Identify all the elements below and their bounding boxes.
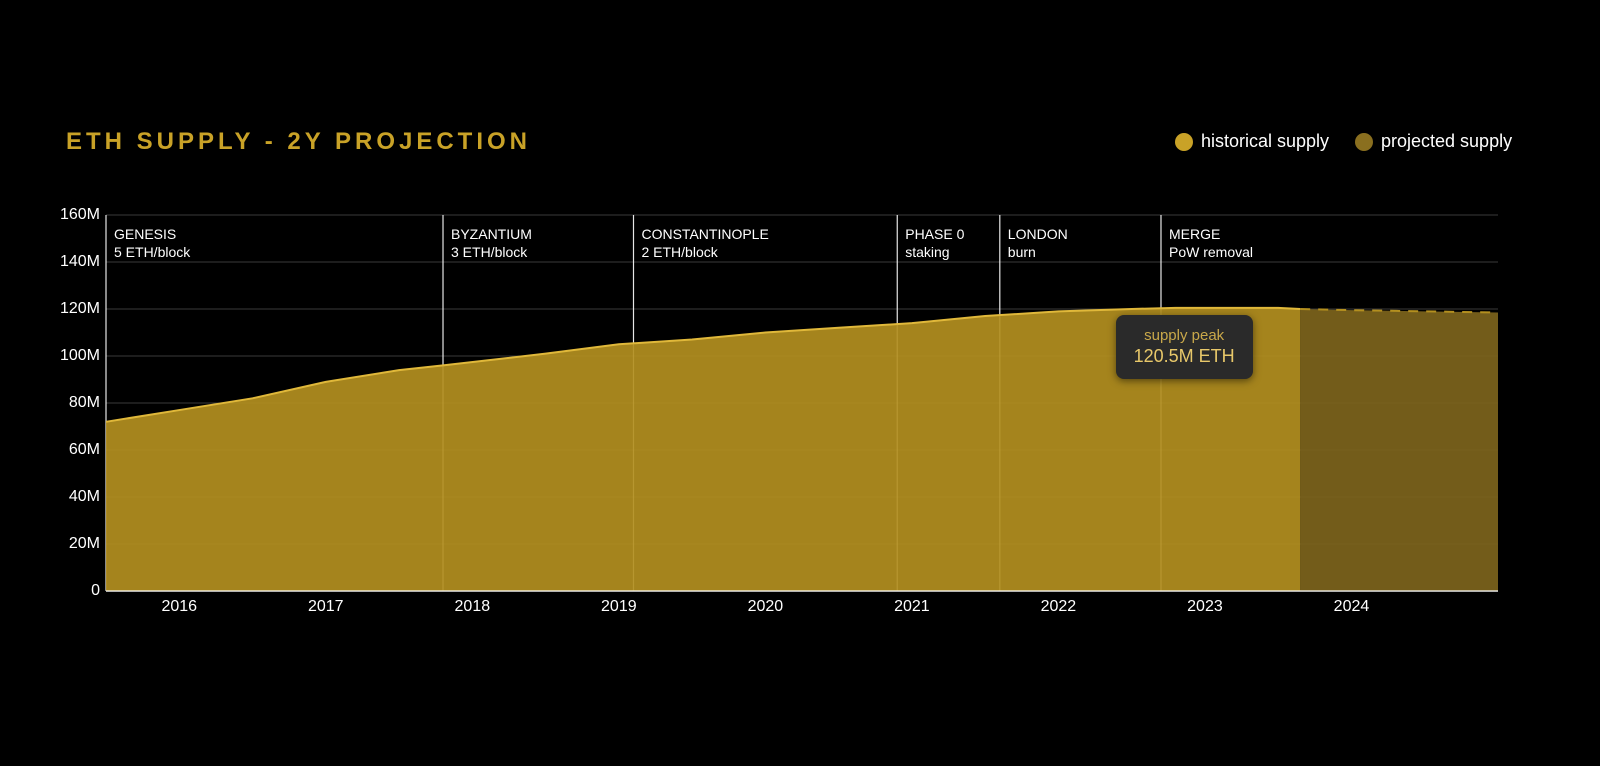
event-label-2: CONSTANTINOPLE2 ETH/block (633, 215, 768, 261)
event-label-0: GENESIS5 ETH/block (106, 215, 190, 261)
event-subtitle: 5 ETH/block (114, 243, 190, 261)
tooltip-title: supply peak (1134, 327, 1235, 344)
peak-tooltip: supply peak 120.5M ETH (1116, 315, 1253, 379)
projected-area (1300, 309, 1498, 591)
event-title: LONDON (1008, 225, 1068, 243)
event-title: CONSTANTINOPLE (641, 225, 768, 243)
event-title: PHASE 0 (905, 225, 964, 243)
chart-svg (0, 0, 1600, 766)
event-subtitle: staking (905, 243, 964, 261)
event-label-4: LONDONburn (1000, 215, 1068, 261)
event-subtitle: PoW removal (1169, 243, 1253, 261)
event-label-1: BYZANTIUM3 ETH/block (443, 215, 532, 261)
event-title: MERGE (1169, 225, 1253, 243)
event-title: BYZANTIUM (451, 225, 532, 243)
event-subtitle: burn (1008, 243, 1068, 261)
event-label-5: MERGEPoW removal (1161, 215, 1253, 261)
event-subtitle: 3 ETH/block (451, 243, 532, 261)
event-subtitle: 2 ETH/block (641, 243, 768, 261)
event-label-3: PHASE 0staking (897, 215, 964, 261)
event-title: GENESIS (114, 225, 190, 243)
tooltip-value: 120.5M ETH (1134, 346, 1235, 367)
